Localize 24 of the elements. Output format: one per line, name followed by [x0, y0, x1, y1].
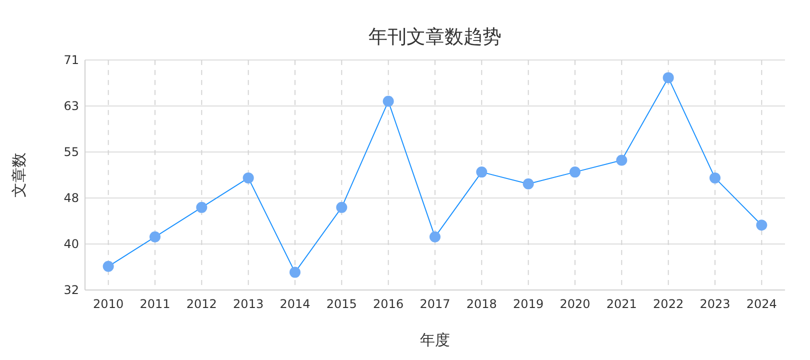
y-axis-title: 文章数 [10, 152, 28, 198]
y-tick-label: 48 [64, 191, 79, 205]
y-tick-label: 63 [64, 99, 79, 113]
chart-title: 年刊文章数趋势 [368, 26, 502, 48]
x-tick-label: 2017 [420, 297, 450, 311]
x-tick-label: 2011 [140, 297, 170, 311]
x-axis-title: 年度 [420, 331, 450, 349]
x-tick-label: 2021 [606, 297, 637, 311]
x-tick-label: 2022 [653, 297, 684, 311]
x-tick-label: 2012 [186, 297, 217, 311]
x-tick-label: 2016 [373, 297, 404, 311]
x-tick-label: 2018 [466, 297, 497, 311]
y-tick-label: 71 [64, 53, 79, 67]
y-tick-label: 40 [64, 237, 79, 251]
x-tick-label: 2010 [93, 297, 124, 311]
x-tick-label: 2015 [326, 297, 357, 311]
x-tick-label: 2024 [746, 297, 777, 311]
x-tick-label: 2020 [560, 297, 590, 311]
x-tick-label: 2023 [700, 297, 730, 311]
y-tick-label: 55 [64, 145, 79, 159]
y-tick-label: 32 [64, 283, 79, 297]
x-tick-label: 2014 [280, 297, 310, 311]
x-tick-label: 2019 [513, 297, 544, 311]
x-tick-label: 2013 [233, 297, 264, 311]
